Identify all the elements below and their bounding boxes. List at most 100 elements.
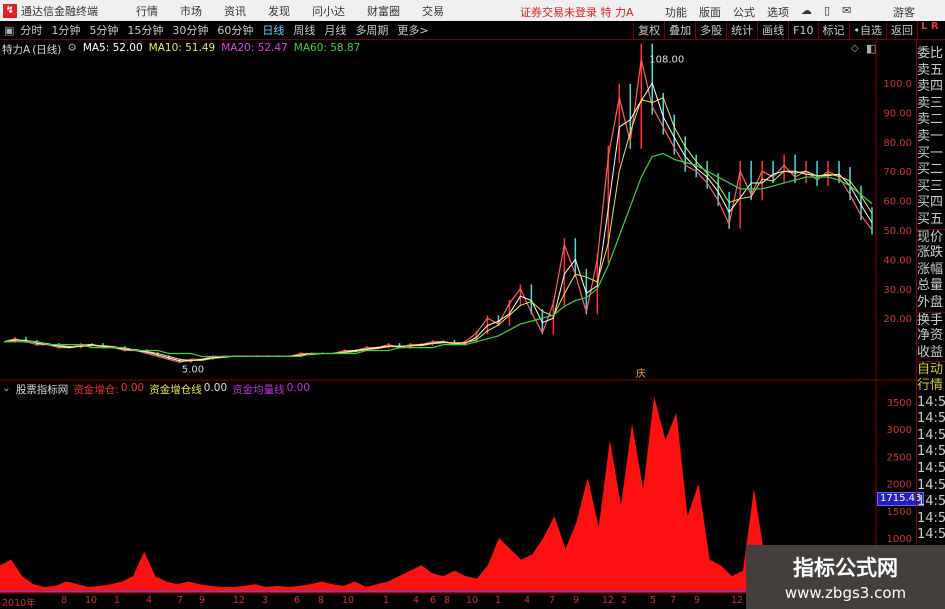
tick-time[interactable]: 14:5: [917, 411, 945, 427]
price-tick: 50.00: [883, 226, 912, 237]
period-multi[interactable]: 多周期: [355, 24, 389, 37]
fund-area: [0, 396, 876, 593]
auto-quote-label[interactable]: 行情: [917, 378, 944, 393]
period-30min[interactable]: 30分钟: [172, 24, 209, 37]
message-icon[interactable]: ✉: [842, 4, 852, 17]
chart-axes: 100.0 90.00 80.00 70.00 60.00 50.00 40.00 30.00…: [883, 79, 912, 545]
tick-time[interactable]: 14:5: [917, 394, 945, 410]
tick-time[interactable]: 14:5: [917, 510, 945, 526]
chart-grid: [0, 40, 916, 595]
menu-trade[interactable]: 交易: [422, 4, 444, 18]
menu-discover[interactable]: 发现: [268, 4, 290, 18]
tool-statistics[interactable]: 统计: [726, 21, 757, 40]
price-tick: 20.00: [883, 314, 912, 325]
panel-toggle-icon[interactable]: ▣: [4, 23, 15, 37]
date-tick: 1: [114, 595, 121, 606]
sub-indicator-name[interactable]: 股票指标网: [15, 384, 69, 396]
auto-quote-label[interactable]: 自动: [917, 361, 945, 378]
settings-icon[interactable]: ⚙: [67, 42, 77, 54]
quote-label[interactable]: 卖五: [917, 62, 944, 78]
quote-label[interactable]: 卖一: [917, 129, 944, 144]
kline-chart[interactable]: 108.00 5.00 庆 100.0 90.00 80.00 70.00 60.00 50.…: [0, 40, 916, 595]
tick-time[interactable]: 14:5: [917, 527, 945, 543]
collapse-icon[interactable]: ⌄: [2, 382, 11, 394]
tool-watchlist[interactable]: •自选: [848, 21, 887, 40]
date-axis: 2010年 8 10 1 4 7 9 12 3 6 8 10 1 4 6 8 10 1 4 7 9 12 2 5 7 9 12: [0, 595, 876, 609]
date-tick: 9: [199, 595, 206, 606]
low-label: 5.00: [182, 364, 204, 375]
watermark-title: 指标公式网: [793, 556, 898, 580]
period-more[interactable]: 更多>: [397, 24, 429, 37]
period-intraday[interactable]: 分时: [20, 24, 43, 37]
quote-label[interactable]: 收益: [917, 344, 944, 360]
sub-tick: 1000: [887, 534, 912, 545]
quote-label[interactable]: 总量: [917, 278, 944, 294]
date-tick: 1: [495, 595, 502, 606]
tick-time[interactable]: 14:5: [917, 494, 945, 510]
menu-options[interactable]: 选项: [767, 6, 789, 19]
sub-tick: 3500: [887, 398, 912, 409]
period-weekly[interactable]: 周线: [293, 24, 316, 37]
cloud-icon[interactable]: ☁: [801, 4, 812, 17]
menu-layout[interactable]: 版面: [699, 6, 721, 19]
date-tick: 6: [294, 595, 301, 606]
tool-mark[interactable]: 标记: [817, 21, 849, 40]
quote-label[interactable]: 买二: [917, 162, 944, 178]
window-icon[interactable]: ◧: [866, 42, 877, 55]
event-marker[interactable]: 庆: [636, 367, 646, 380]
quote-label[interactable]: 买三: [917, 178, 944, 194]
quote-label[interactable]: 卖四: [917, 79, 944, 95]
quote-label[interactable]: 现价: [917, 228, 945, 245]
date-tick: 7: [177, 595, 184, 606]
tool-back[interactable]: 返回: [886, 21, 917, 40]
lr-toggle[interactable]: L R: [917, 21, 945, 40]
quote-label[interactable]: 卖二: [917, 112, 944, 128]
quote-label[interactable]: 涨幅: [917, 261, 944, 277]
menu-function[interactable]: 功能: [665, 6, 687, 19]
menu-ask[interactable]: 问小达: [312, 4, 345, 18]
period-monthly[interactable]: 月线: [324, 24, 347, 37]
menu-market[interactable]: 市场: [180, 4, 202, 18]
price-tick: 70.00: [883, 167, 912, 178]
user-label[interactable]: 游客: [893, 6, 915, 19]
menu-formula[interactable]: 公式: [733, 6, 755, 19]
tool-f10[interactable]: F10: [788, 21, 817, 40]
date-tick: 4: [146, 595, 153, 606]
tick-time[interactable]: 14:5: [917, 427, 945, 443]
diamond-icon[interactable]: ◇: [851, 43, 859, 54]
period-daily[interactable]: 日线: [262, 24, 285, 37]
quote-label[interactable]: 卖三: [917, 95, 944, 111]
tick-time[interactable]: 14:5: [917, 444, 945, 460]
quote-label[interactable]: 买一: [917, 145, 944, 161]
period-5min[interactable]: 5分钟: [89, 24, 119, 37]
quote-label[interactable]: 外盘: [917, 295, 944, 310]
tool-multi-stock[interactable]: 多股: [695, 21, 726, 40]
ma20-value: MA20: 52.47: [221, 42, 288, 54]
tool-adjust[interactable]: 复权: [633, 21, 664, 40]
period-1min[interactable]: 1分钟: [51, 24, 81, 37]
tool-draw-line[interactable]: 画线: [757, 21, 788, 40]
menu-market-quotes[interactable]: 行情: [136, 4, 158, 18]
watermark: 指标公式网 www.zbgs3.com: [746, 545, 945, 609]
ma60-line: [4, 152, 873, 358]
period-60min[interactable]: 60分钟: [217, 24, 254, 37]
login-notice[interactable]: 证券交易未登录 特 力A: [520, 6, 634, 19]
price-close-line: [3, 59, 873, 363]
quote-label[interactable]: 换手: [917, 311, 945, 328]
quote-label[interactable]: 买五: [917, 212, 944, 227]
quote-label[interactable]: 净资: [917, 328, 944, 344]
quote-label[interactable]: 买四: [917, 195, 944, 211]
s3-label: 资金均量线: [232, 384, 285, 396]
menu-wealth[interactable]: 财富圈: [367, 4, 400, 18]
quote-label[interactable]: 委比: [917, 46, 944, 61]
menu-news[interactable]: 资讯: [224, 4, 246, 18]
phone-icon[interactable]: ▯: [824, 4, 831, 17]
price-tick: 90.00: [883, 108, 912, 119]
tick-time[interactable]: 14:5: [917, 461, 945, 476]
tick-time[interactable]: 14:5: [917, 477, 945, 493]
date-tick: 10: [85, 595, 98, 606]
period-15min[interactable]: 15分钟: [127, 24, 164, 37]
tool-overlay[interactable]: 叠加: [664, 21, 695, 40]
date-tick: 12: [602, 595, 615, 606]
quote-label[interactable]: 涨跌: [917, 245, 944, 261]
